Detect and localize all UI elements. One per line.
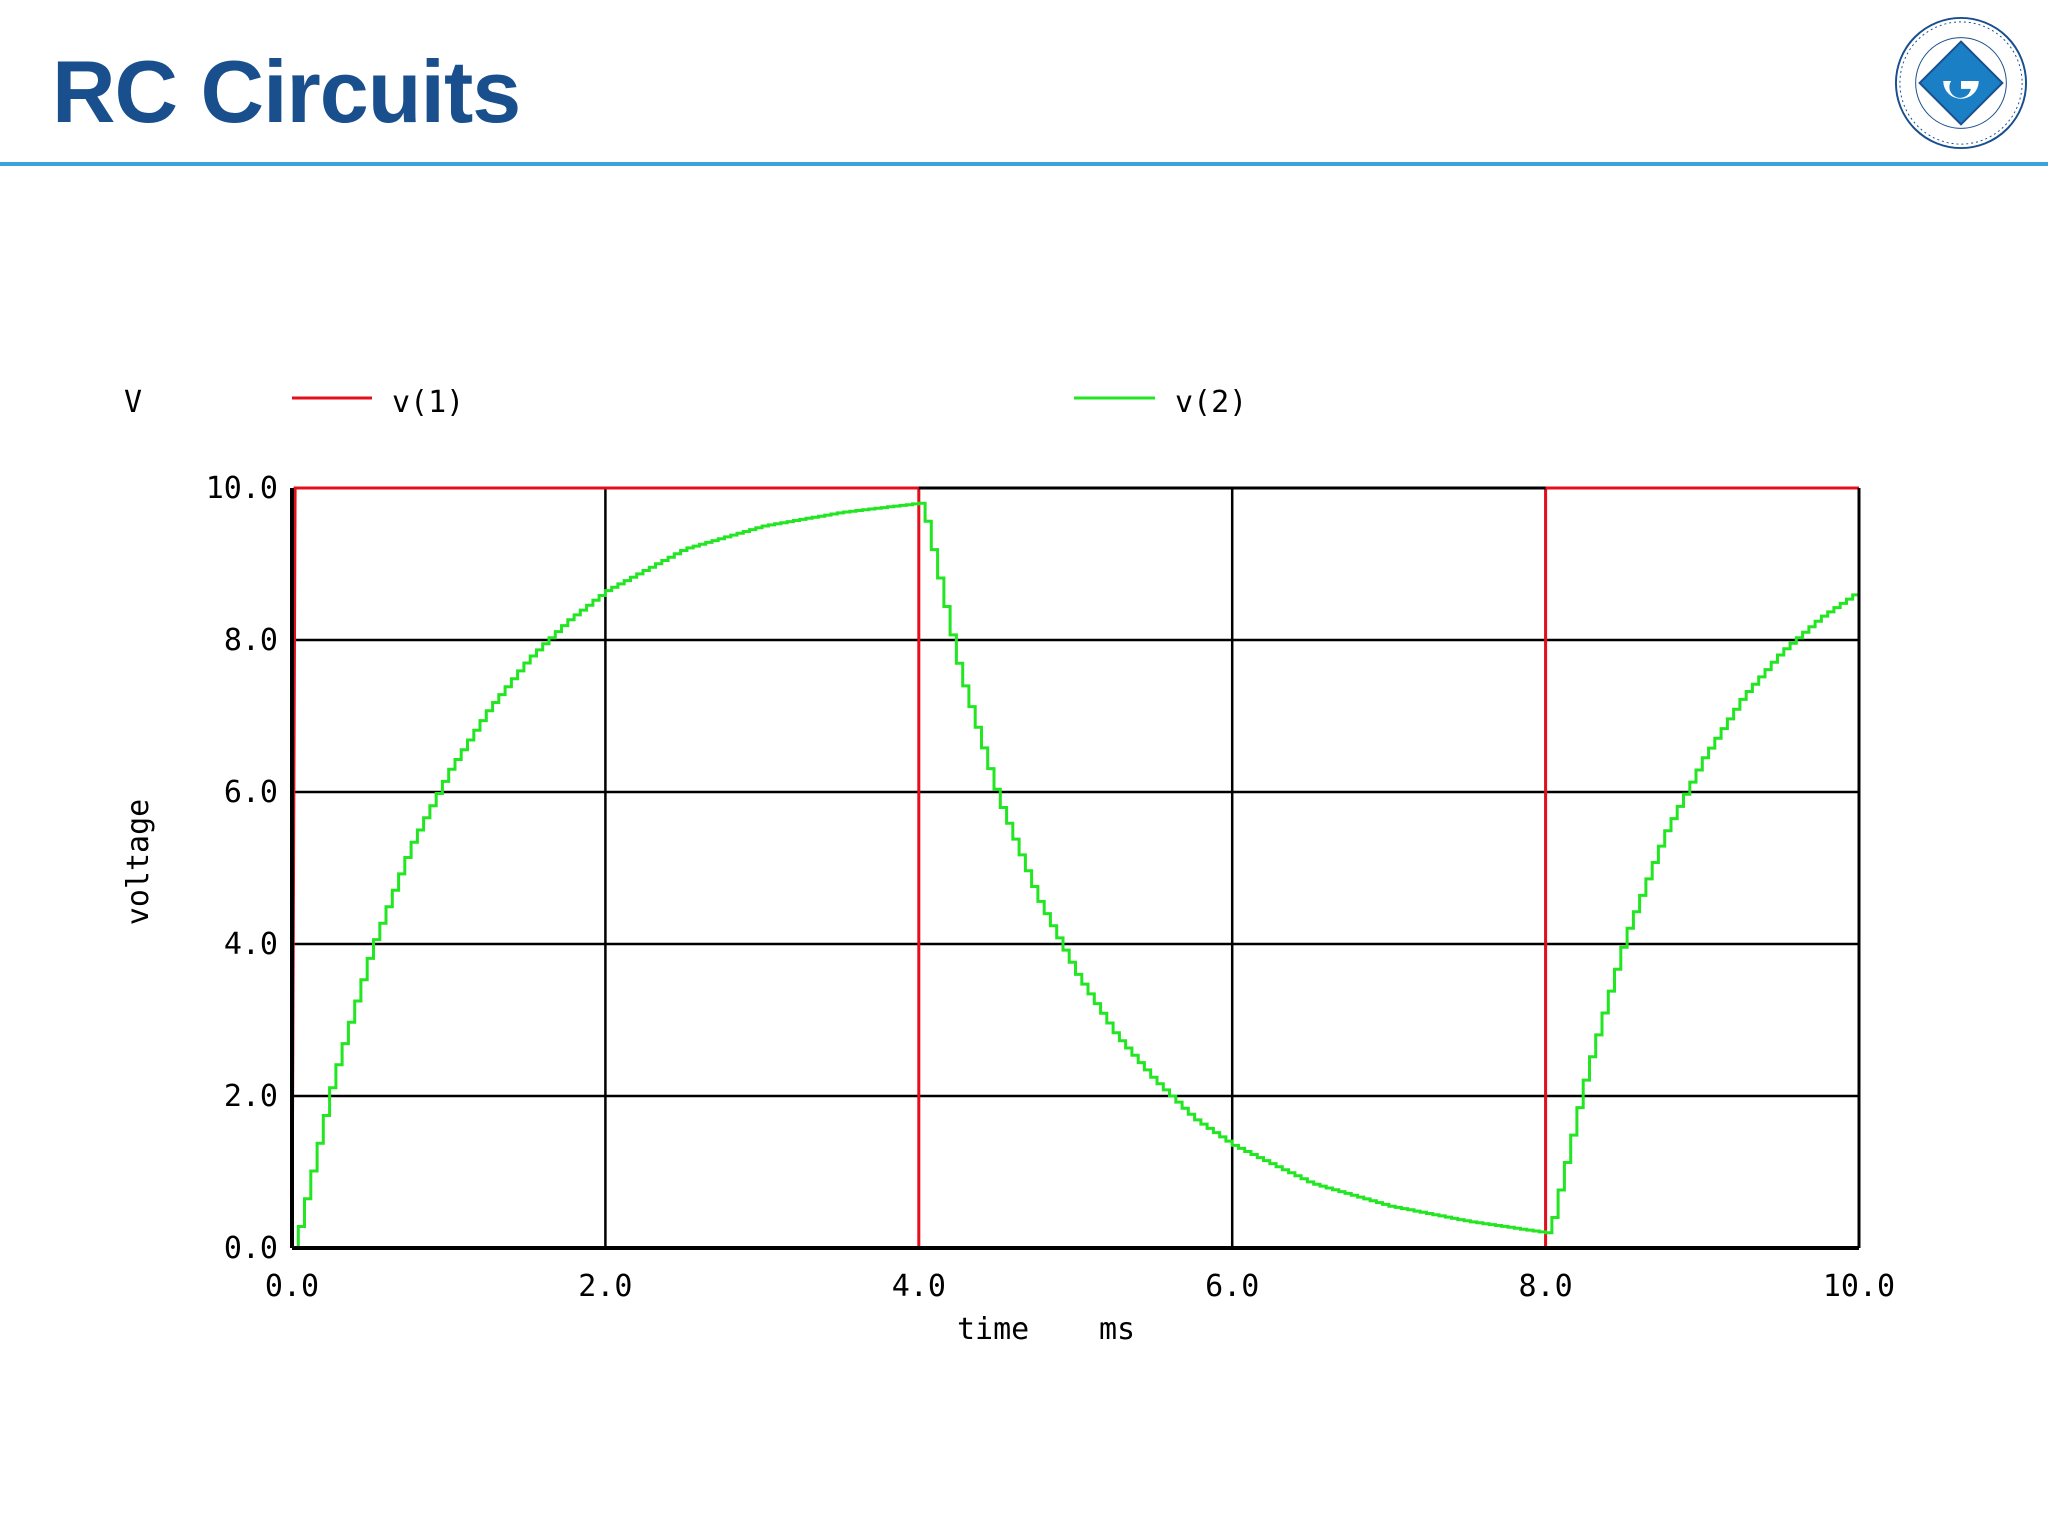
university-logo (1894, 16, 2028, 150)
grid-lines (292, 488, 1859, 1248)
x-tick-label: 4.0 (892, 1269, 946, 1304)
series-layer (290, 486, 1861, 1250)
series-line-v2 (292, 501, 1861, 1250)
y-tick-label: 8.0 (224, 623, 278, 658)
axis-frame (290, 486, 1861, 1250)
y-axis-label: voltage (121, 799, 156, 925)
x-axis-label: time (957, 1312, 1029, 1347)
x-tick-label: 10.0 (1823, 1269, 1895, 1304)
x-tick-labels: 0.0 2.0 4.0 6.0 8.0 10.0 (265, 1269, 1895, 1304)
series-line-v1 (290, 486, 1859, 1250)
y-tick-label: 4.0 (224, 927, 278, 962)
y-tick-labels: 0.0 2.0 4.0 6.0 8.0 10.0 (206, 471, 278, 1266)
y-tick-label: 10.0 (206, 471, 278, 506)
page-title: RC Circuits (52, 42, 521, 141)
y-tick-label: 2.0 (224, 1079, 278, 1114)
y-tick-label: 0.0 (224, 1231, 278, 1266)
title-divider (0, 162, 2048, 166)
x-tick-label: 8.0 (1519, 1269, 1573, 1304)
legend-label-v2: v(2) (1175, 385, 1247, 420)
y-unit-label: V (124, 385, 142, 420)
x-unit-label: ms (1099, 1312, 1135, 1347)
y-tick-label: 6.0 (224, 775, 278, 810)
x-tick-label: 0.0 (265, 1269, 319, 1304)
x-tick-label: 6.0 (1205, 1269, 1259, 1304)
legend-label-v1: v(1) (392, 385, 464, 420)
x-tick-label: 2.0 (578, 1269, 632, 1304)
